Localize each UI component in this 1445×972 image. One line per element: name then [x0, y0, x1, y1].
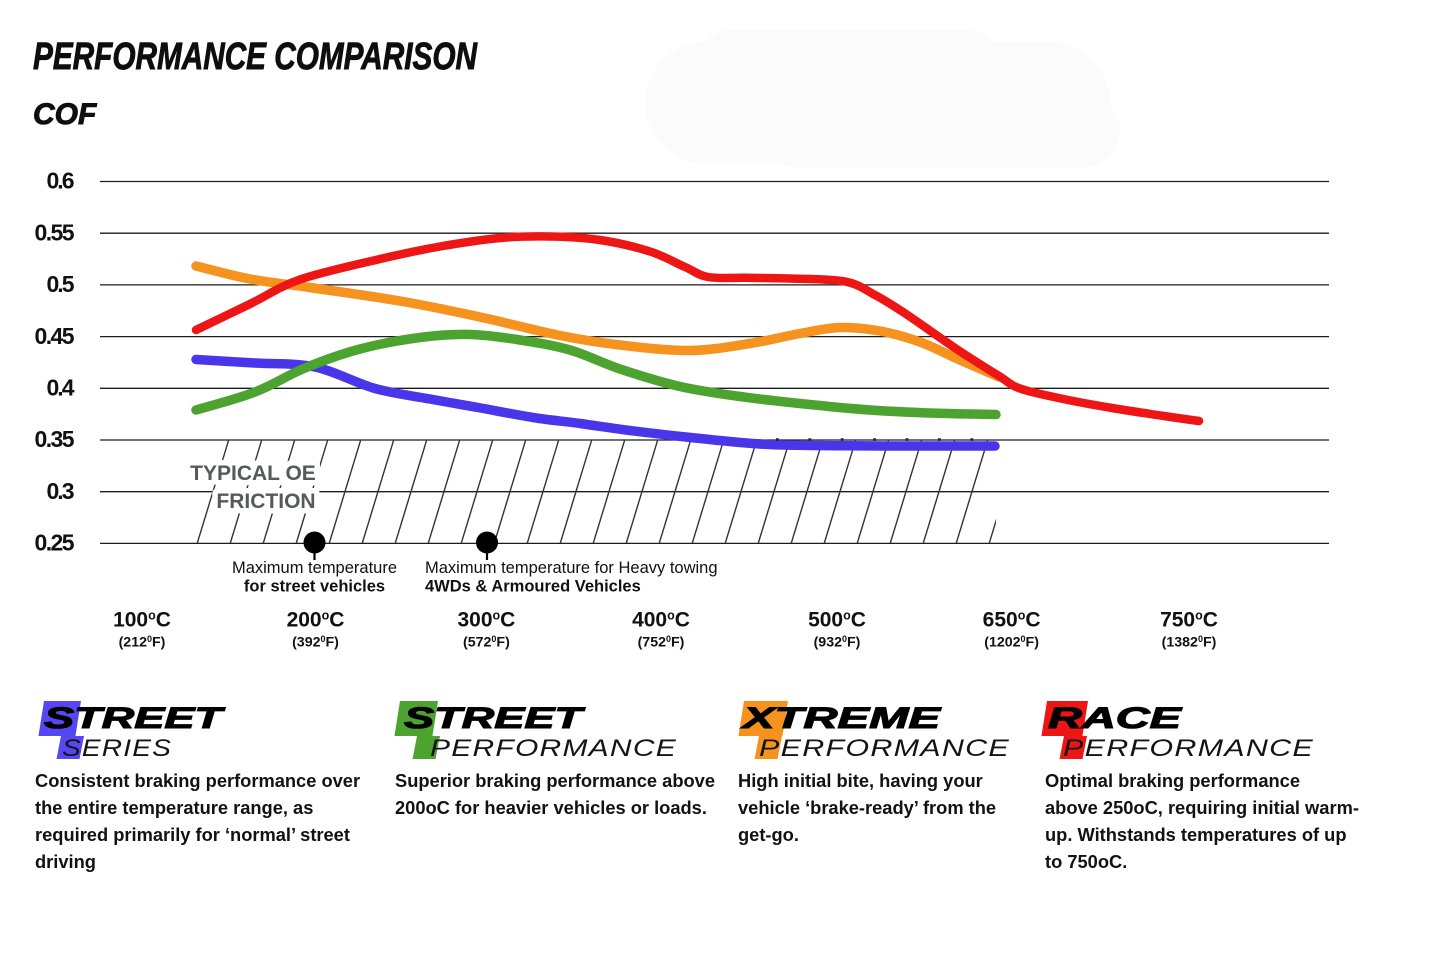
svg-text:0.3: 0.3: [47, 478, 75, 504]
svg-text:400oC: 400oC: [632, 609, 690, 632]
svg-text:0.5: 0.5: [47, 271, 75, 297]
svg-text:4WDs & Armoured Vehicles: 4WDs & Armoured Vehicles: [425, 578, 641, 596]
svg-text:300oC: 300oC: [457, 609, 515, 632]
svg-text:0.55: 0.55: [35, 219, 75, 245]
svg-text:(2120F): (2120F): [119, 634, 166, 651]
svg-text:Maximum temperature for Heavy: Maximum temperature for Heavy towing: [425, 559, 718, 577]
svg-text:(5720F): (5720F): [463, 634, 510, 651]
svg-text:(9320F): (9320F): [814, 634, 861, 651]
svg-text:0.6: 0.6: [47, 168, 75, 194]
svg-text:TYPICAL OE: TYPICAL OE: [190, 462, 316, 485]
svg-text:FRICTION: FRICTION: [216, 490, 315, 513]
svg-text:Maximum temperature: Maximum temperature: [232, 559, 397, 577]
svg-text:650oC: 650oC: [983, 609, 1041, 632]
svg-text:0.4: 0.4: [47, 375, 75, 401]
svg-text:(13820F): (13820F): [1162, 634, 1217, 651]
svg-text:0.45: 0.45: [35, 323, 75, 349]
svg-text:0.25: 0.25: [35, 530, 75, 556]
svg-text:(12020F): (12020F): [984, 634, 1039, 651]
svg-text:200oC: 200oC: [287, 609, 345, 632]
svg-text:100oC: 100oC: [113, 609, 171, 632]
svg-text:(3920F): (3920F): [292, 634, 339, 651]
svg-text:0.35: 0.35: [35, 426, 75, 452]
svg-text:500oC: 500oC: [808, 609, 866, 632]
svg-text:for street vehicles: for street vehicles: [244, 578, 385, 596]
svg-text:(7520F): (7520F): [638, 634, 685, 651]
svg-text:750oC: 750oC: [1160, 609, 1218, 632]
